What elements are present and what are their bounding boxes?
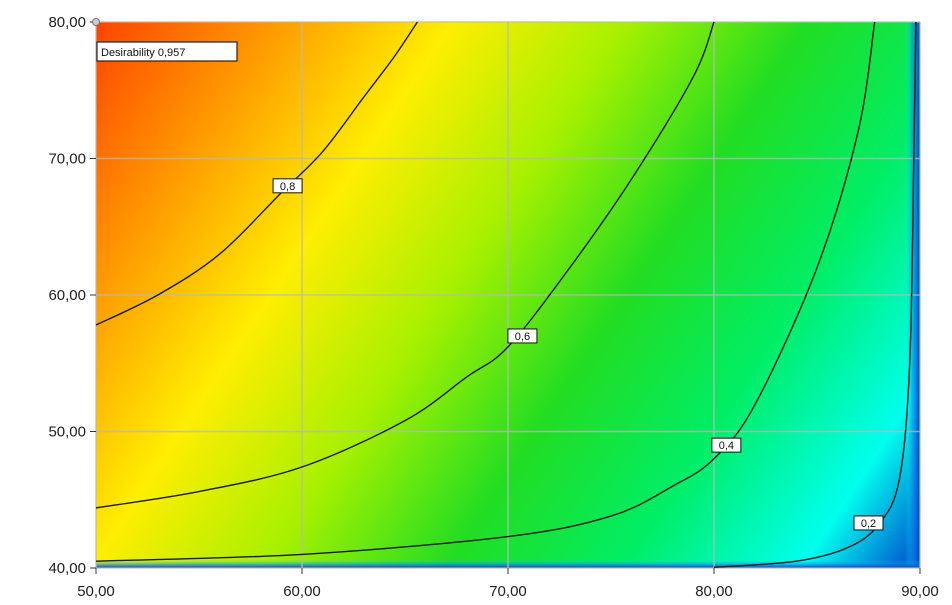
x-tick-label: 70,00 — [489, 583, 527, 600]
contour-label: 0,4 — [711, 437, 742, 453]
x-tick-label: 60,00 — [283, 583, 321, 600]
y-tick-label: 60,00 — [48, 287, 86, 304]
y-tick-label: 40,00 — [48, 560, 86, 577]
annotation-layer: Desirability 0,957 — [92, 18, 238, 62]
contour-label: 0,8 — [272, 178, 303, 194]
contour-label-text: 0,6 — [515, 331, 530, 343]
contour-labels: 0,8 0,6 0,4 0,2 — [272, 178, 884, 531]
x-tick-label: 90,00 — [901, 583, 939, 600]
contour-line-2 — [95, 21, 876, 562]
contour-label-box — [853, 515, 884, 531]
optimum-point — [92, 18, 100, 26]
contour-label-text: 0,8 — [280, 181, 295, 193]
desirability-box — [96, 41, 238, 62]
x-tick-label: 50,00 — [77, 583, 115, 600]
axis-ticks: 50,00 60,00 70,00 80,00 90,00 40,00 50,00 60,00… — [48, 14, 938, 600]
y-tick-label: 70,00 — [48, 151, 86, 168]
contour-label-box — [711, 437, 742, 453]
y-tick-label: 80,00 — [48, 14, 86, 31]
contour-label-box — [272, 178, 303, 194]
contour-line-3 — [713, 21, 917, 568]
contour-label-box — [507, 328, 538, 344]
contour-line-1 — [95, 21, 715, 509]
desirability-annotation: Desirability 0,957 — [101, 47, 185, 59]
y-tick-label: 50,00 — [48, 424, 86, 441]
x-tick-label: 80,00 — [695, 583, 733, 600]
contour-label: 0,2 — [853, 515, 884, 531]
contour-label-text: 0,4 — [719, 440, 734, 452]
contour-label: 0,6 — [507, 328, 538, 344]
contour-label-text: 0,2 — [861, 518, 876, 530]
